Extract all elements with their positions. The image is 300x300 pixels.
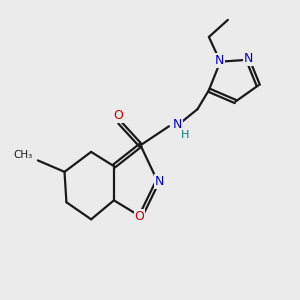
Text: O: O	[135, 210, 145, 223]
Text: N: N	[173, 118, 182, 131]
Text: CH₃: CH₃	[13, 150, 32, 160]
Text: H: H	[181, 130, 190, 140]
Text: N: N	[155, 175, 164, 188]
Text: O: O	[114, 109, 124, 122]
Text: N: N	[214, 54, 224, 67]
Text: N: N	[244, 52, 254, 65]
